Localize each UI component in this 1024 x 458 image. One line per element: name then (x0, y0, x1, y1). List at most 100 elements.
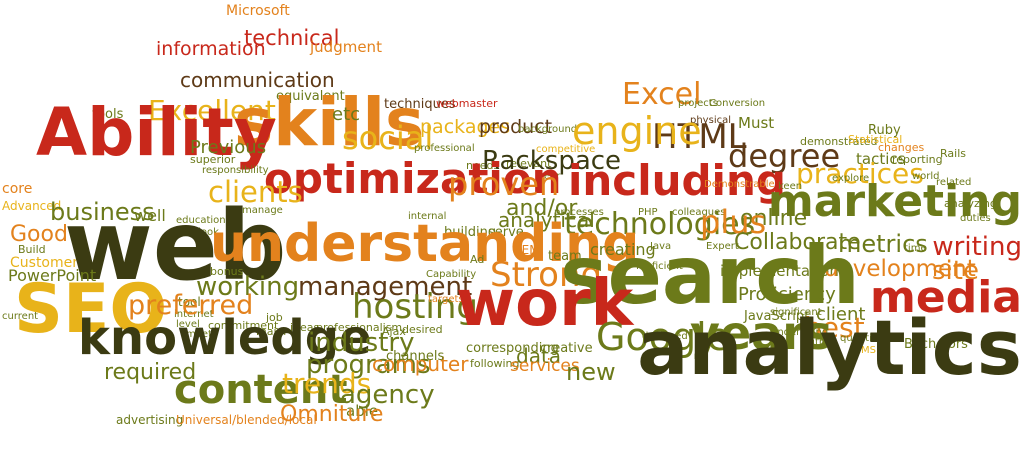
word-and-or: and/or (506, 196, 578, 221)
word-engine: engine (572, 109, 702, 153)
word-web: web (64, 190, 287, 302)
word-java: Java (650, 241, 672, 252)
word-plus: plus (700, 203, 767, 241)
word-ruby: Ruby (868, 123, 901, 138)
word-including: including (568, 156, 786, 205)
word-practices: practices (796, 157, 924, 190)
word-media: media (870, 272, 1022, 323)
word-internal: internal (408, 211, 447, 222)
word-online: online (740, 206, 808, 231)
word-cms: CMS (854, 345, 876, 356)
word-year: year (538, 171, 561, 182)
word-html: HTML (652, 117, 747, 157)
word-building: building (444, 225, 497, 240)
word-hosting: hosting (352, 287, 478, 327)
word-webmaster: webmaster (436, 97, 498, 110)
word-capability: Capability (426, 269, 477, 280)
word-professionalism: professionalism (316, 321, 403, 334)
word-build: Build (18, 243, 46, 256)
word-new: new (566, 358, 616, 386)
word-powerpoint: PowerPoint (8, 266, 97, 285)
word-content: content (174, 367, 348, 413)
word-marketing: marketing (767, 176, 1022, 227)
word-advanced: Advanced (2, 199, 62, 213)
word-analyzing: analyzing (944, 197, 997, 210)
word-needs: needs (466, 159, 500, 172)
word-preferred: preferred (128, 290, 254, 321)
word-explore: explore (832, 173, 870, 184)
word-omniture: Omniture (280, 402, 384, 427)
word-client: client (816, 304, 866, 325)
word-expert: Expert (706, 241, 739, 252)
word-world: world (912, 171, 940, 182)
word-background: background (518, 124, 578, 135)
word-desired: desired (402, 323, 443, 336)
word-programs: programs (306, 350, 431, 380)
word-customers: Customers (10, 255, 86, 271)
word-excel: Excel (622, 77, 702, 112)
word-information: information (156, 38, 266, 60)
word-commitment: commitment (208, 319, 279, 332)
word-proficient: Proficient (636, 261, 683, 272)
word-strong: Strong (490, 255, 603, 295)
word-colleagues: colleagues (672, 207, 726, 218)
word-optimization: optimization (264, 154, 562, 203)
word-judgment: judgment (310, 38, 382, 56)
word-targets: targets (428, 294, 464, 305)
word-services: services (510, 356, 580, 376)
word-seo: SEO (14, 270, 168, 349)
word-meet: meet (186, 329, 212, 340)
word-implementation: implementation (720, 262, 839, 280)
word-serve: serve (488, 225, 524, 240)
word-following: following (470, 357, 520, 370)
word-education: education (176, 215, 226, 226)
word-universal-blended-local: Universal/blended/local (176, 413, 317, 427)
word-creating: creating (590, 240, 656, 259)
word-statistical: Statistical (848, 133, 903, 146)
word-ad: Ad (470, 253, 485, 266)
word-processes: processes (554, 207, 604, 218)
word-time: time (904, 243, 927, 254)
word-channels: channels (386, 349, 445, 364)
word-duties: duties (960, 213, 991, 224)
word-technical: technical (244, 26, 340, 50)
word-technologies: technologies (564, 207, 756, 242)
word-search: search (560, 229, 860, 322)
word-best: best (804, 311, 865, 344)
word-tactics: tactics (856, 150, 906, 168)
word-techniques: techniques (384, 97, 456, 112)
word-physical: physical (690, 115, 731, 126)
word-rackspace: Rackspace (482, 146, 622, 176)
word-significant: significant (770, 307, 822, 318)
word-current: current (2, 311, 39, 322)
word-communication: communication (180, 68, 335, 92)
word-good: Good (10, 222, 68, 247)
word-development: development (824, 256, 976, 282)
word-job: job (266, 311, 283, 324)
word-google: Google (596, 315, 731, 359)
word-microsoft: Microsoft (226, 3, 290, 19)
word-etc: etc (332, 104, 361, 125)
word-level: level (176, 319, 200, 330)
word-agency: agency (340, 380, 435, 410)
word-creative: creative (540, 341, 593, 356)
word-professional: professional (414, 143, 475, 154)
word-analytical: analytical (498, 208, 595, 232)
word-outlook: Outlook (180, 227, 219, 238)
word-reporting: reporting (892, 153, 943, 166)
word-core: core (2, 181, 33, 197)
word-understand: Understand (770, 327, 829, 338)
word-relevant: relevant (506, 157, 552, 170)
word-equivalent: equivalent (276, 89, 345, 104)
word-metrics: metrics (838, 230, 928, 258)
word-ajax: Ajax (382, 325, 406, 338)
word-corresponding: corresponding (466, 341, 559, 356)
word-proficiency: Proficiency (738, 284, 836, 305)
word-related: related (936, 177, 972, 188)
word-rails: Rails (940, 147, 966, 160)
word-analytics: analytics (637, 303, 1022, 392)
word-major: major (256, 325, 288, 338)
word-business: business (50, 198, 155, 226)
word-management: management (298, 272, 473, 302)
word-previous: Previous (190, 137, 267, 158)
